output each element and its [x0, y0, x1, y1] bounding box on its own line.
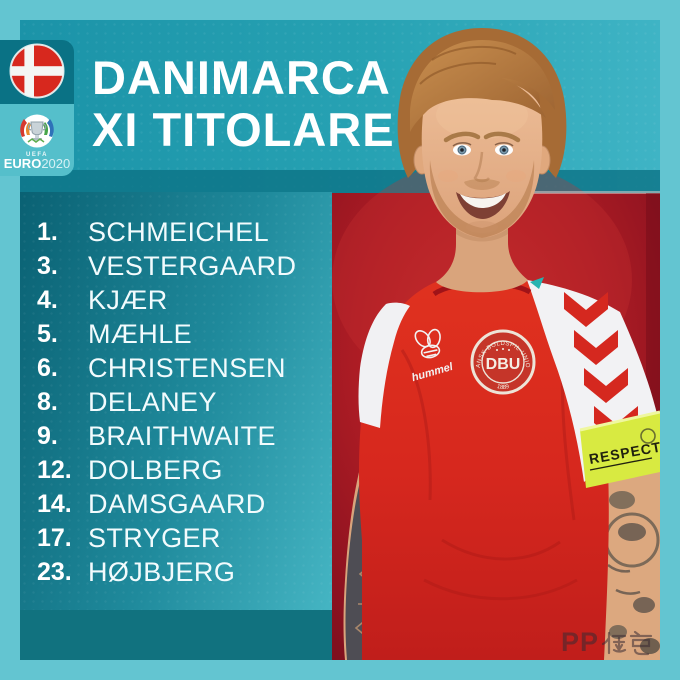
- page-title: DANIMARCA XI TITOLARE: [92, 52, 395, 156]
- euro-label: EURO: [4, 156, 42, 171]
- euro-year-label: 2020: [41, 156, 70, 171]
- player-number: 3.: [37, 251, 58, 280]
- player-row: 4. KJÆR: [0, 283, 332, 317]
- starting-eleven-list: 1. SCHMEICHEL 3. VESTERGAARD 4. KJÆR 5. …: [0, 215, 332, 589]
- player-name: DAMSGAARD: [88, 488, 266, 519]
- bottom-strip: [20, 610, 332, 660]
- player-number: 12.: [37, 455, 72, 484]
- player-name: SCHMEICHEL: [88, 216, 270, 247]
- player-row: 9. BRAITHWAITE: [0, 419, 332, 453]
- player-number: 4.: [37, 285, 58, 314]
- svg-text:EURO2020: EURO2020: [4, 156, 70, 171]
- player-number: 5.: [37, 319, 58, 348]
- tiyu-characters-icon: [602, 630, 653, 655]
- pptv-watermark: PP: [561, 627, 654, 658]
- watermark-latin: PP: [560, 627, 599, 657]
- captain-armband: RESPECT: [579, 410, 660, 488]
- crest-dbu-text: DBU: [486, 356, 521, 373]
- player-row: 6. CHRISTENSEN: [0, 351, 332, 385]
- player-row: 17. STRYGER: [0, 521, 332, 555]
- player-photo: RESPECT hummel DANSK BOLDSPIL-UNION: [332, 28, 660, 660]
- player-row: 3. VESTERGAARD: [0, 249, 332, 283]
- flag-box: [0, 40, 74, 104]
- uefa-label: UEFA: [26, 152, 48, 158]
- player-row: 12. DOLBERG: [0, 453, 332, 487]
- player-name: KJÆR: [88, 284, 168, 315]
- tournament-logo-box: UEFA EURO2020: [0, 104, 74, 176]
- title-line-country: DANIMARCA: [92, 51, 391, 104]
- player-name: MÆHLE: [88, 318, 193, 349]
- lineup-panel: [20, 192, 332, 610]
- player-name: DOLBERG: [88, 454, 223, 485]
- player-number: 17.: [37, 523, 72, 552]
- euro2020-trophy-icon: UEFA EURO2020: [4, 114, 70, 171]
- player-number: 1.: [37, 217, 58, 246]
- player-number: 6.: [37, 353, 58, 382]
- player-portrait: RESPECT hummel DANSK BOLDSPIL-UNION: [343, 28, 660, 660]
- player-number: 9.: [37, 421, 58, 450]
- svg-text:1889: 1889: [496, 384, 511, 391]
- player-name: HØJBJERG: [88, 556, 236, 587]
- player-name: BRAITHWAITE: [88, 420, 276, 451]
- player-name: VESTERGAARD: [88, 250, 297, 281]
- title-line-xi: XI TITOLARE: [92, 103, 395, 156]
- player-row: 8. DELANEY: [0, 385, 332, 419]
- player-name: DELANEY: [88, 386, 217, 417]
- player-row: 5. MÆHLE: [0, 317, 332, 351]
- player-number: 23.: [37, 557, 72, 586]
- player-number: 14.: [37, 489, 72, 518]
- dbu-crest: DANSK BOLDSPIL-UNION 1889 DBU: [470, 329, 536, 395]
- player-row: 23. HØJBJERG: [0, 555, 332, 589]
- player-number: 8.: [37, 387, 58, 416]
- player-name: STRYGER: [88, 522, 221, 553]
- player-row: 1. SCHMEICHEL: [0, 215, 332, 249]
- player-row: 14. DAMSGAARD: [0, 487, 332, 521]
- denmark-flag-circle-icon: [9, 43, 65, 99]
- player-name: CHRISTENSEN: [88, 352, 286, 383]
- crest-year-text: 1889: [496, 384, 511, 391]
